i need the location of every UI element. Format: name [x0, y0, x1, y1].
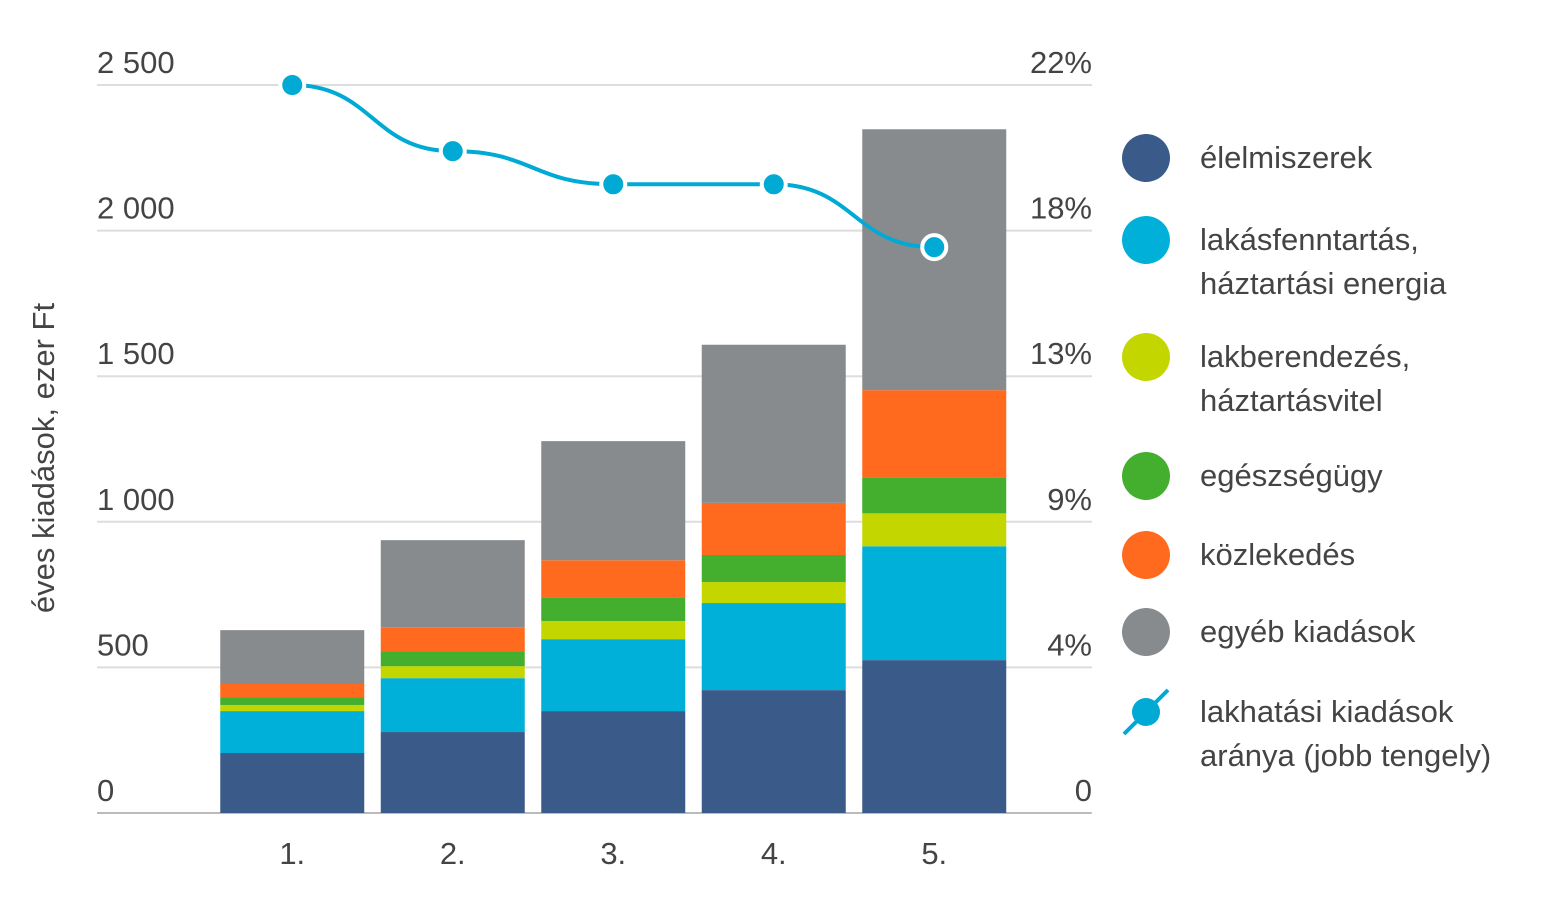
bar-segment [380, 666, 525, 679]
x-tick-label: 3. [600, 836, 626, 871]
y2-tick-label: 9% [1047, 482, 1092, 517]
line-marker [438, 137, 467, 166]
legend-icon [1122, 333, 1170, 381]
legend-marker [1122, 333, 1170, 381]
line-marker [599, 170, 628, 199]
bar-segment [380, 651, 525, 667]
bar-segment [701, 344, 846, 503]
bar-segment [380, 678, 525, 733]
y-tick-label: 2 500 [97, 45, 175, 80]
bar-segment [220, 697, 365, 705]
bar-segment [862, 477, 1007, 514]
y-tick-label: 1 500 [97, 336, 175, 371]
y2-tick-label: 0 [1075, 773, 1092, 808]
bar-segment [541, 711, 686, 813]
legend-label: lakásfenntartás, háztartási energia [1200, 222, 1447, 301]
bar-segment [701, 690, 846, 813]
bar-segment [541, 639, 686, 712]
legend-label: közlekedés [1200, 537, 1356, 572]
legend-icon [1122, 608, 1170, 656]
bar-segment [220, 753, 365, 813]
bar-segment [541, 441, 686, 561]
x-tick-label: 2. [440, 836, 466, 871]
bar-segment [862, 513, 1007, 547]
bar-segment [862, 390, 1007, 478]
bar-segment [541, 560, 686, 598]
legend-icon [1122, 531, 1170, 579]
legend-label: lakberendezés, háztartásvitel [1200, 339, 1411, 418]
bar-segment [701, 582, 846, 604]
bar-segment [220, 630, 365, 684]
line-marker [759, 170, 788, 199]
bar-segment [862, 546, 1007, 661]
legend-label: lakhatási kiadások aránya (jobb tengely) [1200, 694, 1492, 773]
y-tick-label: 2 000 [97, 191, 175, 226]
legend-marker [1122, 452, 1170, 500]
x-tick-label: 4. [761, 836, 787, 871]
bar-segment [380, 627, 525, 652]
legend-label: egyéb kiadások [1200, 614, 1416, 649]
bar-segment [380, 732, 525, 813]
legend-label: egészségügy [1200, 458, 1383, 493]
y-axis-label: éves kiadások, ezer Ft [26, 303, 61, 614]
y2-tick-label: 4% [1047, 627, 1092, 662]
bar-segment [541, 621, 686, 640]
bar-segment [701, 554, 846, 583]
line-marker [278, 71, 307, 99]
bar-segment [220, 704, 365, 712]
y-tick-label: 1 000 [97, 482, 175, 517]
x-tick-label: 5. [921, 836, 947, 871]
legend-icon [1122, 452, 1170, 500]
bar-segment [862, 660, 1007, 813]
legend-marker [1122, 531, 1170, 579]
bar-segment [380, 540, 525, 628]
bar-segment [541, 597, 686, 622]
y2-tick-label: 13% [1030, 336, 1092, 371]
y2-tick-label: 22% [1030, 45, 1092, 80]
legend-marker [1122, 134, 1170, 182]
bar-segment [220, 711, 365, 754]
x-tick-label: 1. [279, 836, 305, 871]
legend-marker [1122, 608, 1170, 656]
legend-icon [1122, 216, 1170, 264]
line [292, 83, 935, 250]
legend-icon [1122, 688, 1170, 736]
bar-segment [701, 502, 846, 555]
legend-marker [1132, 698, 1160, 726]
y2-tick-label: 18% [1030, 191, 1092, 226]
legend-icon [1122, 134, 1170, 182]
y-tick-label: 0 [97, 773, 114, 808]
legend-label: élelmiszerek [1200, 140, 1373, 175]
legend-marker [1122, 216, 1170, 264]
bar-segment [220, 683, 365, 698]
bar-segment [701, 603, 846, 691]
y-tick-label: 500 [97, 627, 149, 662]
line-marker [920, 233, 949, 262]
